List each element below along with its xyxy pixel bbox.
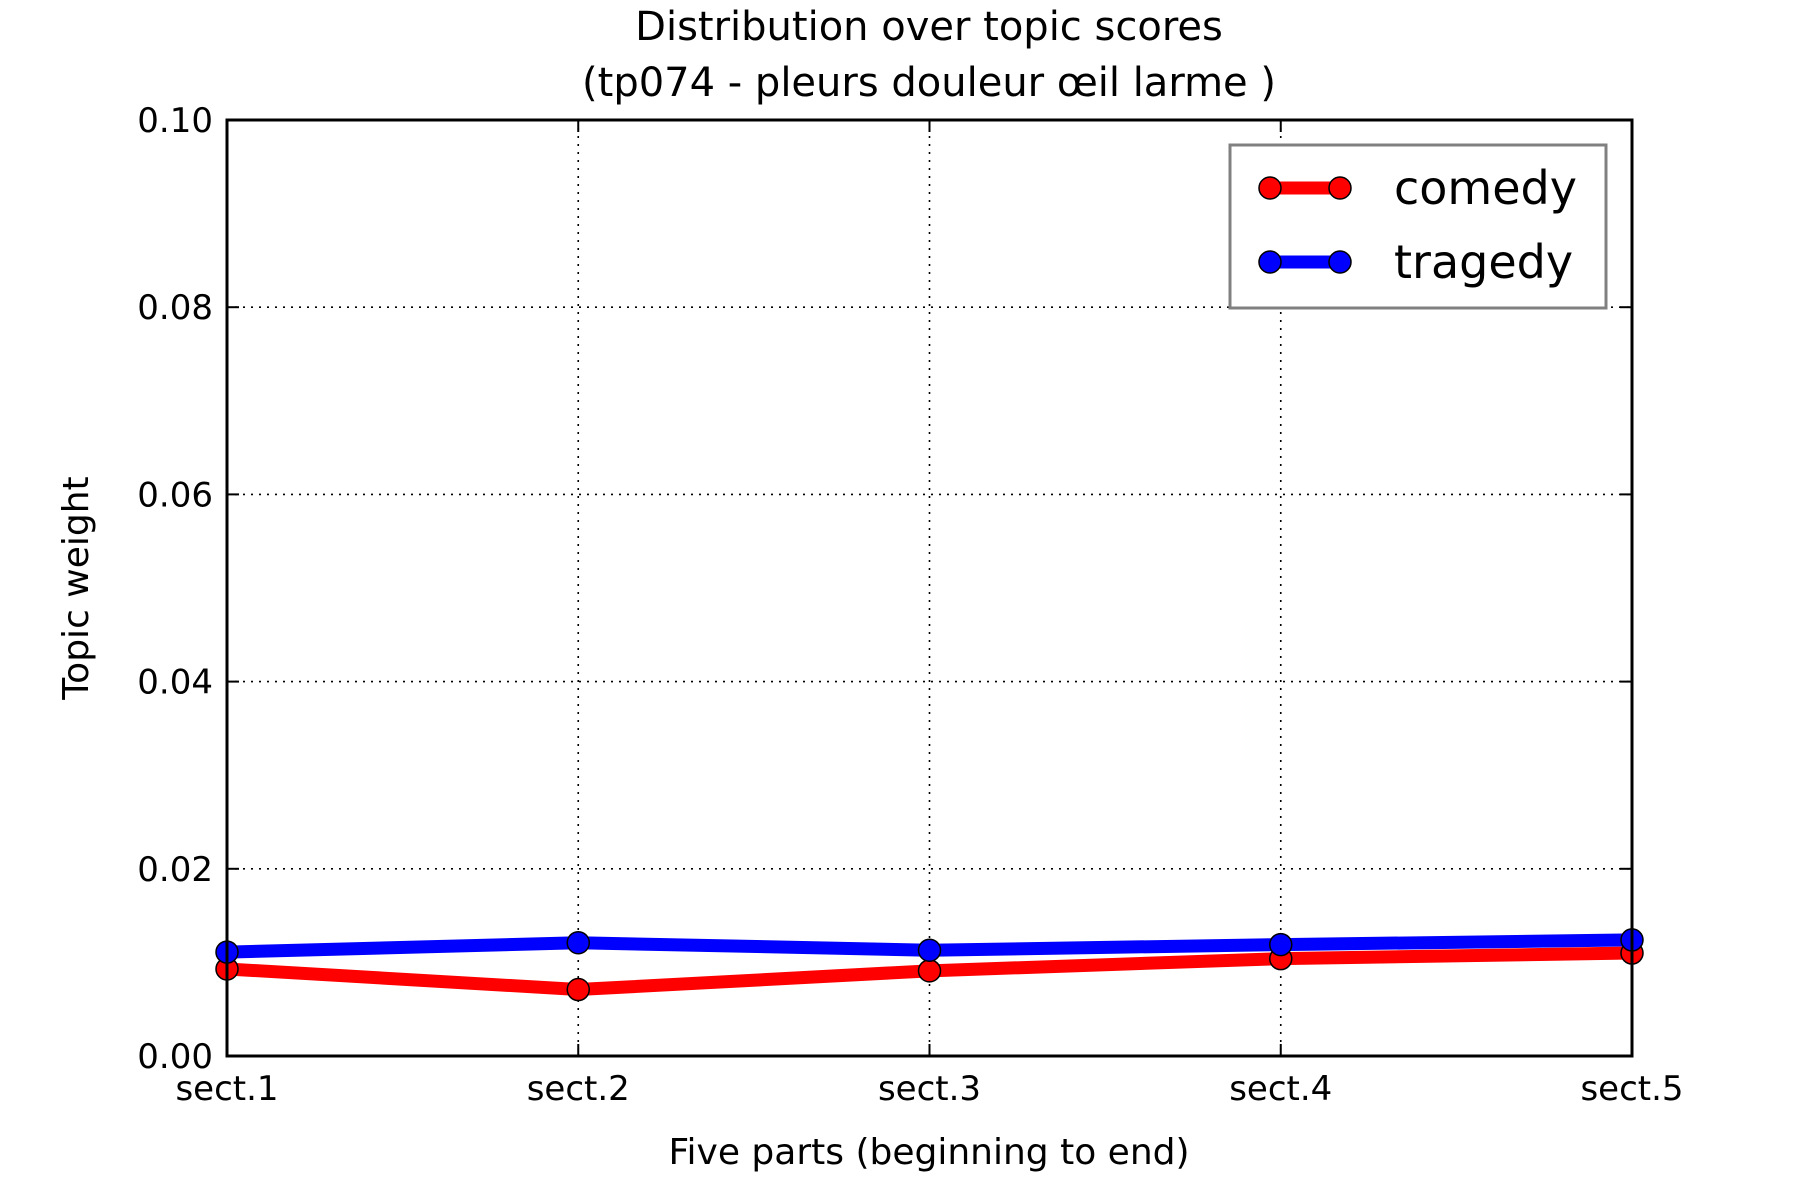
- legend-swatch-marker: [1328, 176, 1352, 200]
- data-point-comedy: [917, 959, 942, 983]
- y-tick-label: 0.02: [137, 850, 213, 890]
- data-point-tragedy: [917, 938, 942, 962]
- series-tragedy: [215, 928, 1644, 964]
- data-point-comedy: [566, 977, 590, 1002]
- y-tick-label: 0.06: [137, 475, 213, 515]
- legend-swatch-marker: [1328, 250, 1352, 274]
- x-tick-label: sect.1: [175, 1069, 278, 1109]
- series-layer: [215, 928, 1644, 1002]
- legend-entry-tragedy: tragedy: [1258, 235, 1573, 289]
- y-tick-label: 0.00: [137, 1037, 213, 1077]
- legend-entry-comedy: comedy: [1258, 161, 1577, 215]
- y-axis-ticks: 0.00 0.02 0.04 0.06 0.08 0.10: [137, 101, 1632, 1077]
- x-tick-label: sect.3: [878, 1069, 981, 1109]
- x-axis-label: Five parts (beginning to end): [668, 1132, 1189, 1173]
- legend-swatch-marker: [1258, 176, 1282, 200]
- legend: comedy tragedy: [1228, 143, 1608, 310]
- y-tick-label: 0.10: [137, 101, 213, 141]
- legend-box: [1228, 143, 1608, 310]
- x-axis-ticks: sect.1 sect.2 sect.3 sect.4 sect.5: [175, 120, 1684, 1109]
- x-tick-label: sect.5: [1580, 1069, 1683, 1109]
- y-axis-label: Topic weight: [56, 476, 97, 700]
- y-tick-label: 0.08: [137, 288, 213, 328]
- data-point-tragedy: [1269, 932, 1293, 957]
- legend-label: comedy: [1394, 161, 1577, 215]
- legend-swatch-marker: [1258, 250, 1282, 274]
- y-tick-label: 0.04: [137, 663, 213, 703]
- data-point-tragedy: [566, 930, 590, 955]
- x-tick-label: sect.4: [1229, 1069, 1332, 1109]
- legend-label: tragedy: [1394, 235, 1573, 289]
- x-tick-label: sect.2: [527, 1069, 630, 1109]
- chart-subtitle: (tp074 - pleurs douleur œil larme ): [582, 60, 1276, 106]
- chart-title: Distribution over topic scores: [635, 4, 1223, 50]
